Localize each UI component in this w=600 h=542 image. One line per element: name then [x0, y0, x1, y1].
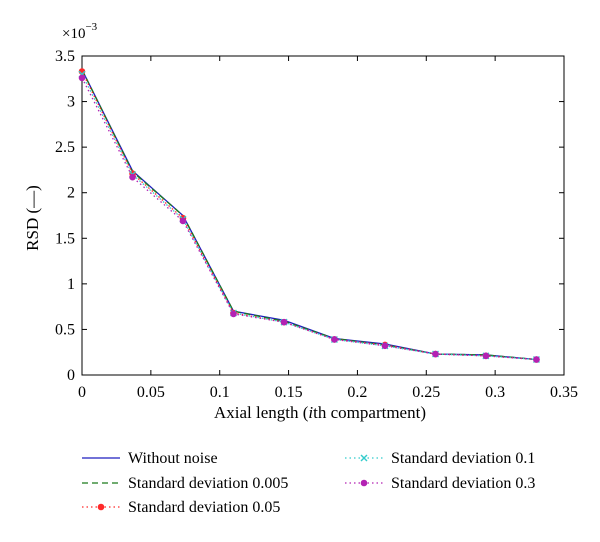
series-2	[78, 68, 540, 363]
data-point	[230, 310, 237, 318]
data-point	[331, 336, 338, 343]
legend-item: Standard deviation 0.05	[82, 499, 280, 516]
y-tick-label: 3.5	[55, 48, 75, 65]
x-label-suffix: th compartment)	[313, 403, 426, 422]
legend-item: Without noise	[82, 450, 218, 467]
series-line	[81, 69, 537, 361]
y-multiplier-exp: −3	[85, 21, 97, 33]
legend-item: Standard deviation 0.1	[345, 450, 535, 467]
x-tick-label: 0.3	[485, 384, 505, 401]
series-1	[81, 69, 537, 361]
series-line	[81, 77, 537, 361]
y-tick-label: 2	[67, 185, 75, 202]
series-line	[81, 69, 537, 361]
legend-item: Standard deviation 0.005	[82, 475, 288, 492]
x-axis-label: Axial length (ith compartment)	[214, 403, 426, 422]
series-line	[81, 71, 537, 361]
data-point	[432, 350, 439, 358]
x-tick-label: 0.2	[347, 384, 367, 401]
data-point	[97, 503, 105, 511]
legend-label: Standard deviation 0.05	[128, 499, 280, 516]
x-tick-label: 0.35	[550, 384, 578, 401]
y-tick-label: 1	[67, 276, 75, 293]
series-line	[81, 73, 537, 361]
x-tick-label: 0.25	[412, 384, 440, 401]
plot-frame	[81, 55, 565, 376]
data-point	[78, 74, 86, 82]
y-axis-label: RSD (—)	[23, 185, 42, 251]
y-tick-label: 3	[67, 94, 75, 111]
series-3	[78, 70, 540, 364]
legend: Without noise Standard deviation 0.005 Sta…	[82, 450, 535, 516]
data-point	[360, 479, 368, 487]
axes: 0 0.05 0.1 0.15 0.2 0.25 0.3 0.35 0 0.5 1 1.5 2 2.5 3 3…	[55, 48, 578, 401]
x-label-prefix: Axial length (	[214, 403, 309, 422]
data-point	[129, 173, 136, 181]
x-tick-label: 0.1	[210, 384, 230, 401]
y-axis-multiplier: ×10−3	[62, 21, 98, 42]
data-point	[533, 356, 540, 363]
series-4	[78, 74, 540, 363]
x-tick-label: 0.05	[137, 384, 165, 401]
legend-label: Standard deviation 0.1	[391, 450, 535, 467]
data-point	[360, 454, 368, 462]
data-point	[280, 318, 288, 326]
legend-label: Standard deviation 0.005	[128, 475, 288, 492]
data-point	[179, 217, 187, 225]
y-tick-label: 0	[67, 367, 75, 384]
y-tick-label: 0.5	[55, 321, 75, 338]
series-layer	[78, 68, 540, 364]
y-multiplier-base: ×10	[62, 26, 85, 42]
x-label-italic: i	[308, 403, 313, 422]
y-tick-label: 2.5	[55, 139, 75, 156]
legend-label: Standard deviation 0.3	[391, 475, 535, 492]
data-point	[482, 352, 490, 360]
legend-label: Without noise	[128, 450, 218, 467]
y-tick-label: 1.5	[55, 230, 75, 247]
x-tick-label: 0.15	[275, 384, 303, 401]
x-tick-label: 0	[78, 384, 86, 401]
legend-item: Standard deviation 0.3	[345, 475, 535, 492]
series-0	[81, 69, 537, 361]
data-point	[381, 342, 389, 350]
